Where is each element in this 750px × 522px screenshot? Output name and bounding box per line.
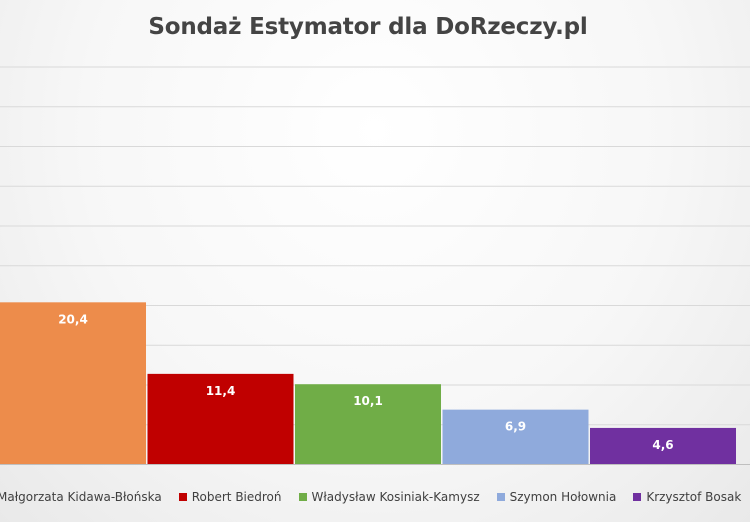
legend-item: Krzysztof Bosak [633,490,741,504]
legend-swatch [298,493,307,501]
bar-value-label: 4,6 [652,438,673,452]
bar [590,427,736,465]
legend-item: Władysław Kosiniak-Kamysz [298,490,480,504]
bar-labels: 20,4 11,4 10,1 6,9 4,6 [58,312,673,452]
legend-label: Szymon Hołownia [509,490,617,504]
bar-value-label: 11,4 [206,384,236,398]
legend-swatch [633,493,642,501]
legend-label: Władysław Kosiniak-Kamysz [311,490,480,504]
legend-item: Małgorzata Kidawa-Błońska [0,490,162,504]
legend-label: Robert Biedroń [191,490,282,504]
legend-label: Małgorzata Kidawa-Błońska [0,490,162,504]
legend-item: Robert Biedroń [178,490,282,504]
bar-value-label: 6,9 [505,420,526,434]
legend-label: Krzysztof Bosak [646,490,742,504]
legend-item: Szymon Hołownia [496,490,617,504]
bar [147,373,294,465]
bar-value-label: 10,1 [353,394,383,408]
legend: Małgorzata Kidawa-Błońska Robert Biedroń W… [0,487,741,507]
bar-value-label: 20,4 [58,312,88,326]
legend-swatch [178,493,187,501]
bar [295,384,441,465]
bar [0,302,146,465]
chart-title: Sondaż Estymator dla DoRzeczy.pl [148,14,588,40]
legend-swatch [496,493,505,501]
bars [0,302,736,465]
bar [442,409,589,465]
